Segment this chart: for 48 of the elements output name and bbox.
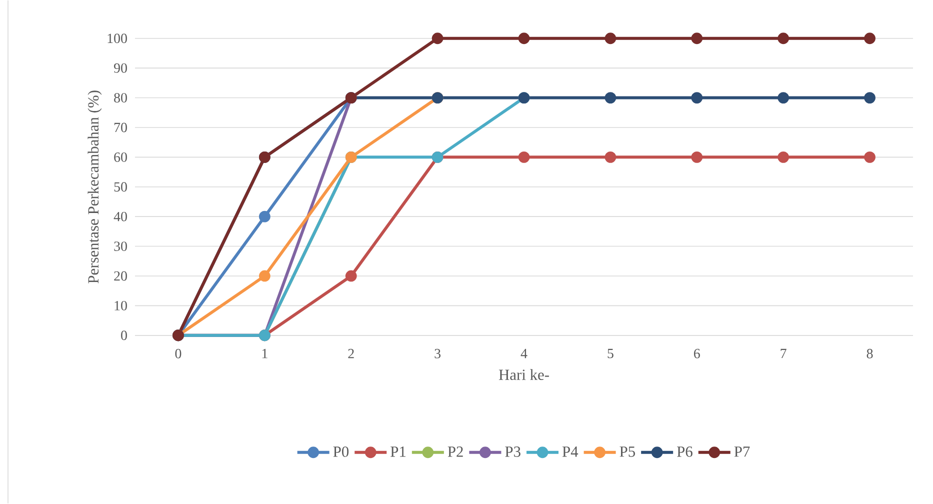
legend-label: P1 bbox=[390, 446, 406, 457]
x-tick-label: 1 bbox=[262, 349, 268, 358]
y-tick-label: 30 bbox=[114, 242, 127, 252]
point bbox=[604, 32, 616, 44]
x-tick-label: 7 bbox=[780, 349, 786, 358]
point bbox=[518, 32, 530, 44]
y-tick-label: 100 bbox=[108, 34, 127, 44]
point bbox=[778, 92, 790, 104]
point bbox=[604, 92, 616, 104]
x-tick-label: 2 bbox=[348, 349, 354, 358]
point bbox=[518, 152, 530, 163]
y-axis-title: Persentase Perkecambahan (%) bbox=[88, 90, 102, 284]
point bbox=[864, 32, 876, 44]
point bbox=[778, 152, 790, 163]
point bbox=[864, 92, 876, 104]
y-tick-label: 90 bbox=[114, 63, 127, 73]
x-tick-label: 0 bbox=[175, 349, 182, 358]
legend-label: P3 bbox=[505, 446, 520, 457]
x-tick-label: 3 bbox=[434, 349, 441, 358]
point bbox=[345, 270, 357, 282]
y-tick-label: 0 bbox=[121, 330, 127, 340]
point bbox=[604, 152, 616, 163]
x-axis-title: Hari ke- bbox=[498, 369, 549, 380]
point bbox=[864, 152, 876, 163]
legend-label: P4 bbox=[562, 446, 578, 457]
y-tick-label: 70 bbox=[114, 122, 127, 132]
point bbox=[691, 152, 703, 163]
x-tick-label: 5 bbox=[608, 349, 614, 358]
x-tick-label: 6 bbox=[694, 349, 700, 358]
point bbox=[258, 270, 270, 282]
legend-label: P6 bbox=[677, 446, 692, 457]
point bbox=[432, 32, 444, 44]
legend-label: P0 bbox=[333, 446, 349, 458]
y-tick-label: 80 bbox=[114, 93, 127, 103]
y-tick-label: 40 bbox=[114, 212, 127, 222]
point bbox=[258, 210, 270, 222]
point bbox=[691, 92, 703, 104]
legend-label: P2 bbox=[448, 446, 463, 457]
point bbox=[778, 32, 790, 44]
legend-label: P7 bbox=[734, 446, 750, 457]
y-tick-label: 50 bbox=[114, 182, 127, 192]
y-tick-label: 10 bbox=[114, 301, 127, 311]
y-tick-label: 60 bbox=[114, 152, 127, 162]
legend-label: P5 bbox=[620, 446, 635, 457]
x-tick-label: 4 bbox=[520, 349, 528, 358]
x-tick-label: 8 bbox=[866, 349, 873, 358]
y-tick-label: 20 bbox=[114, 271, 127, 281]
point bbox=[691, 32, 703, 44]
